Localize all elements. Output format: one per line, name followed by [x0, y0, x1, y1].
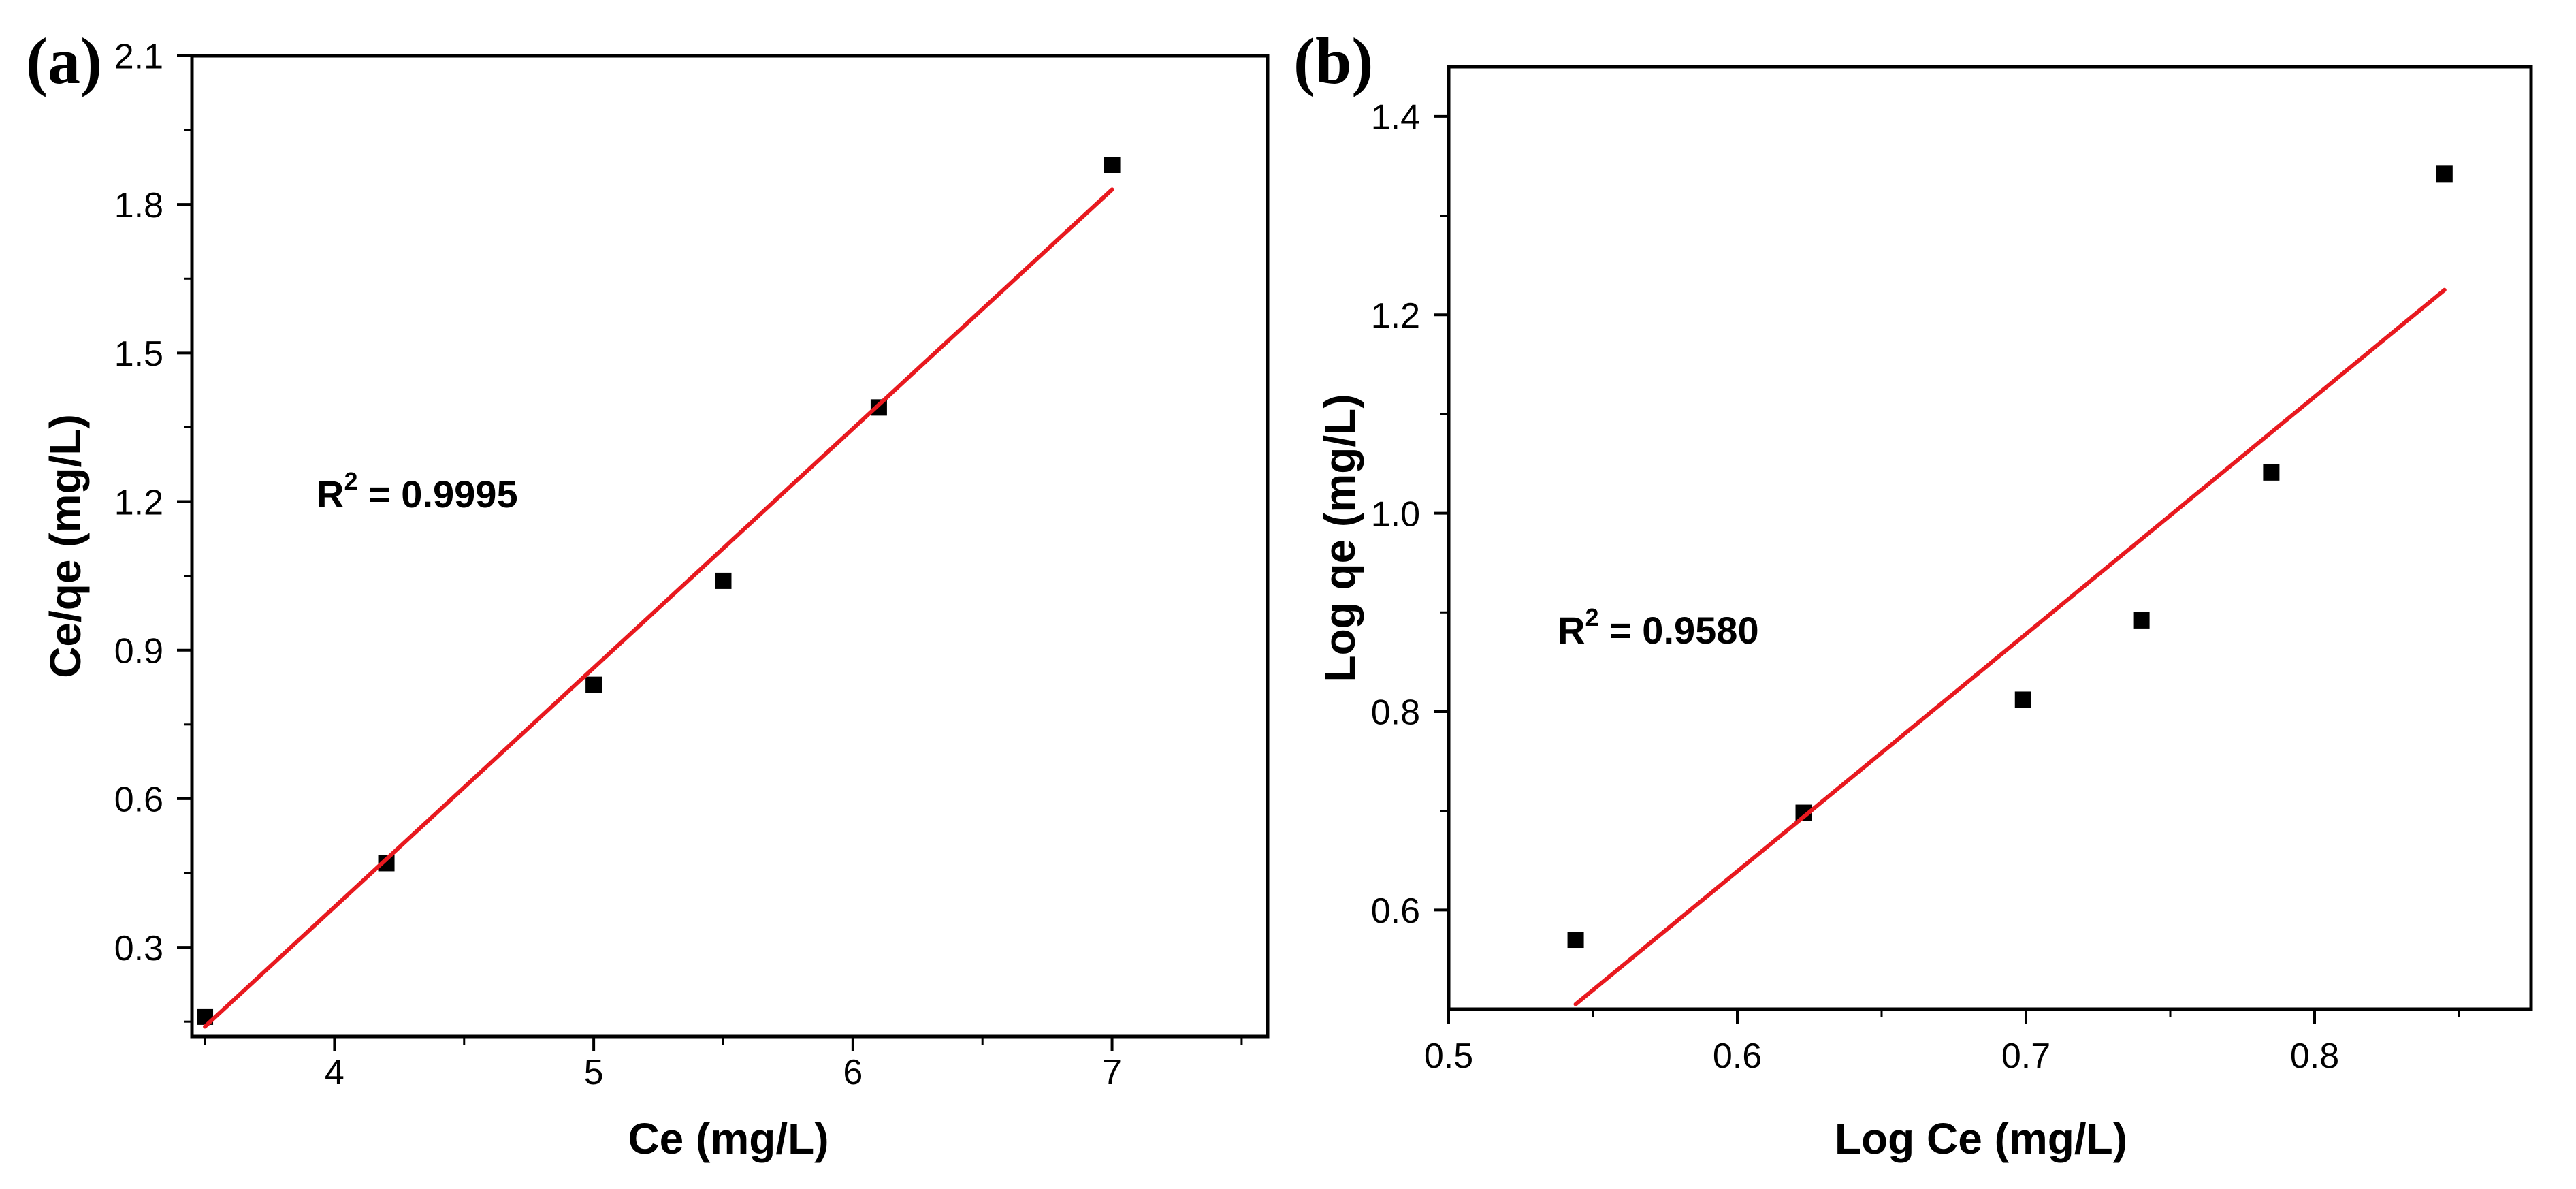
data-point: [715, 572, 732, 589]
data-point: [2436, 165, 2453, 183]
y-tick-label: 1.4: [1371, 98, 1420, 138]
fit-line: [203, 187, 1114, 1029]
panel-a: (a) Ce (mg/L) Ce/qe (mg/L) R2 = 0.9995 4…: [26, 25, 1270, 1163]
y-tick-label: 1.2: [1371, 296, 1420, 336]
x-tick-label: 0.6: [1713, 1036, 1762, 1076]
panel-b: (b) Log Ce (mg/L) Log qe (mg/L) R2 = 0.9…: [1293, 25, 2533, 1163]
r2-superscript: 2: [1585, 603, 1598, 631]
y-tick-label: 1.5: [114, 334, 163, 374]
x-tick-label: 7: [1102, 1053, 1122, 1092]
panel-a-r2-annotation: R2 = 0.9995: [317, 467, 518, 516]
r2-prefix: R: [1558, 609, 1585, 652]
y-tick-label: 2.1: [114, 37, 163, 77]
data-point: [2263, 464, 2280, 481]
panel-b-y-axis-title: Log qe (mg/L): [1315, 394, 1364, 682]
panel-b-plot-frame: [1447, 65, 2533, 1011]
r2-value: = 0.9580: [1598, 609, 1758, 652]
x-tick-label: 0.5: [1424, 1036, 1473, 1076]
panel-a-plot-frame: [190, 54, 1270, 1039]
panel-b-x-axis-title: Log Ce (mg/L): [1835, 1114, 2127, 1163]
panel-a-label: (a): [26, 25, 102, 97]
r2-superscript: 2: [344, 467, 357, 495]
y-tick-label: 0.6: [1371, 891, 1420, 931]
panel-a-y-axis-title: Ce/qe (mg/L): [41, 414, 90, 678]
fit-line: [1573, 287, 2447, 1006]
x-tick-label: 6: [843, 1053, 863, 1092]
r2-value: = 0.9995: [357, 473, 517, 516]
y-tick-label: 0.3: [114, 929, 163, 968]
panel-b-marks: 0.5 0.6 0.7 0.8 0.6 0.8 1.0 1.2 1.4: [1371, 98, 2460, 1076]
r2-prefix: R: [317, 473, 344, 516]
x-tick-label: 0.8: [2290, 1036, 2339, 1076]
data-point: [2133, 612, 2150, 629]
x-tick-label: 0.7: [2001, 1036, 2050, 1076]
y-tick-label: 1.0: [1371, 494, 1420, 534]
panel-b-r2-annotation: R2 = 0.9580: [1558, 603, 1759, 652]
panel-b-label: (b): [1293, 25, 1373, 97]
data-point: [585, 676, 602, 693]
data-point: [1104, 157, 1121, 173]
data-point: [2014, 691, 2031, 708]
panel-a-marks: 4 5 6 7 0.3 0.6 0.9 1.2 1.5 1.8 2.1: [114, 37, 1243, 1092]
y-tick-label: 0.8: [1371, 693, 1420, 733]
y-tick-label: 0.6: [114, 780, 163, 820]
x-tick-label: 4: [325, 1053, 344, 1092]
y-tick-label: 0.9: [114, 631, 163, 671]
y-tick-label: 1.8: [114, 186, 163, 225]
panel-a-x-axis-title: Ce (mg/L): [628, 1114, 828, 1163]
x-tick-label: 5: [584, 1053, 604, 1092]
y-tick-label: 1.2: [114, 483, 163, 522]
data-point: [1567, 932, 1584, 949]
